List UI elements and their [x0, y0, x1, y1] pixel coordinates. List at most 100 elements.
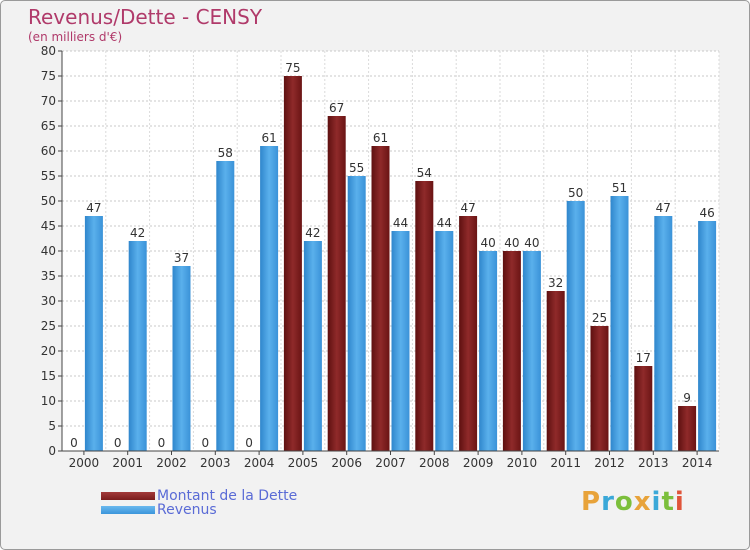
bar-revenus: [347, 176, 366, 451]
bar-revenus: [391, 231, 410, 451]
bar-dette: [634, 366, 653, 451]
data-label-dette: 0: [114, 436, 122, 450]
x-tick-label: 2005: [288, 456, 319, 470]
logo-letter: i: [674, 487, 685, 517]
bar-revenus: [303, 241, 322, 451]
x-tick-label: 2000: [69, 456, 100, 470]
data-label-dette: 67: [329, 101, 344, 115]
data-label-revenus: 42: [305, 226, 320, 240]
data-label-dette: 40: [504, 236, 519, 250]
bar-revenus: [610, 196, 629, 451]
y-tick-label: 0: [48, 444, 56, 458]
bar-dette: [546, 291, 565, 451]
data-label-revenus: 44: [393, 216, 408, 230]
legend-item-revenus: Revenus: [101, 502, 217, 518]
data-label-revenus: 61: [261, 131, 276, 145]
x-tick-label: 2001: [112, 456, 143, 470]
chart-title: Revenus/Dette - CENSY: [28, 5, 263, 29]
bar-dette: [283, 76, 302, 451]
x-tick-label: 2012: [594, 456, 625, 470]
data-label-dette: 9: [683, 391, 691, 405]
data-label-dette: 75: [285, 61, 300, 75]
bar-revenus: [479, 251, 498, 451]
logo-letter: P: [581, 487, 602, 517]
data-label-dette: 0: [70, 436, 78, 450]
x-tick-label: 2004: [244, 456, 275, 470]
y-tick-label: 5: [48, 419, 56, 433]
y-tick-label: 20: [41, 344, 56, 358]
y-tick-label: 45: [41, 219, 56, 233]
y-tick-label: 15: [41, 369, 56, 383]
logo-letter: t: [661, 487, 675, 517]
data-label-dette: 32: [548, 276, 563, 290]
legend-label-revenus: Revenus: [157, 502, 217, 518]
x-tick-label: 2006: [331, 456, 362, 470]
logo-letter: r: [601, 487, 615, 517]
logo-letter: i: [651, 487, 662, 517]
proxiti-logo: Proxiti: [581, 487, 685, 517]
data-label-dette: 54: [417, 166, 432, 180]
logo-letter: x: [633, 487, 652, 517]
bar-dette: [327, 116, 346, 451]
bar-revenus: [566, 201, 585, 451]
y-tick-label: 60: [41, 144, 56, 158]
bar-revenus: [698, 221, 717, 451]
data-label-revenus: 46: [699, 206, 714, 220]
data-label-revenus: 40: [524, 236, 539, 250]
data-label-revenus: 47: [86, 201, 101, 215]
legend-swatch-dette: [101, 492, 155, 500]
bar-revenus: [522, 251, 541, 451]
data-label-dette: 25: [592, 311, 607, 325]
y-tick-label: 40: [41, 244, 56, 258]
bar-revenus: [654, 216, 673, 451]
data-label-revenus: 58: [218, 146, 233, 160]
y-tick-label: 70: [41, 94, 56, 108]
chart-subtitle: (en milliers d'€): [28, 30, 123, 44]
y-tick-label: 50: [41, 194, 56, 208]
y-tick-label: 80: [41, 44, 56, 58]
data-label-revenus: 44: [437, 216, 452, 230]
bar-dette: [678, 406, 697, 451]
data-label-revenus: 40: [480, 236, 495, 250]
data-label-dette: 17: [636, 351, 651, 365]
data-label-revenus: 50: [568, 186, 583, 200]
y-tick-label: 55: [41, 169, 56, 183]
x-tick-label: 2007: [375, 456, 406, 470]
bar-dette: [459, 216, 478, 451]
x-tick-label: 2013: [638, 456, 669, 470]
y-tick-label: 75: [41, 69, 56, 83]
bar-dette: [415, 181, 434, 451]
data-label-dette: 47: [460, 201, 475, 215]
bar-dette: [590, 326, 609, 451]
data-label-revenus: 55: [349, 161, 364, 175]
bar-revenus: [172, 266, 191, 451]
bar-dette: [371, 146, 390, 451]
data-label-revenus: 37: [174, 251, 189, 265]
x-tick-label: 2008: [419, 456, 450, 470]
legend-item-dette: Montant de la Dette: [101, 488, 297, 504]
x-tick-label: 2002: [156, 456, 187, 470]
y-tick-label: 65: [41, 119, 56, 133]
data-label-dette: 0: [201, 436, 209, 450]
bar-layer: [84, 76, 717, 451]
bar-dette: [502, 251, 521, 451]
data-label-dette: 61: [373, 131, 388, 145]
y-tick-label: 35: [41, 269, 56, 283]
y-tick-label: 30: [41, 294, 56, 308]
data-label-dette: 0: [245, 436, 253, 450]
label-layer: 0 47 0 42 0 37 0 58 0 61 75 42 67 55 61 44 54 44 47 40 40 40 3…: [70, 61, 715, 450]
data-label-revenus: 47: [656, 201, 671, 215]
bar-revenus: [260, 146, 279, 451]
x-tick-label: 2011: [550, 456, 581, 470]
data-label-dette: 0: [158, 436, 166, 450]
y-tick-label: 25: [41, 319, 56, 333]
grid-layer: [61, 50, 720, 452]
x-tick-label: 2003: [200, 456, 231, 470]
x-tick-label: 2014: [682, 456, 713, 470]
logo-letter: o: [614, 487, 634, 517]
x-tick-label: 2009: [463, 456, 494, 470]
y-tick-label: 10: [41, 394, 56, 408]
